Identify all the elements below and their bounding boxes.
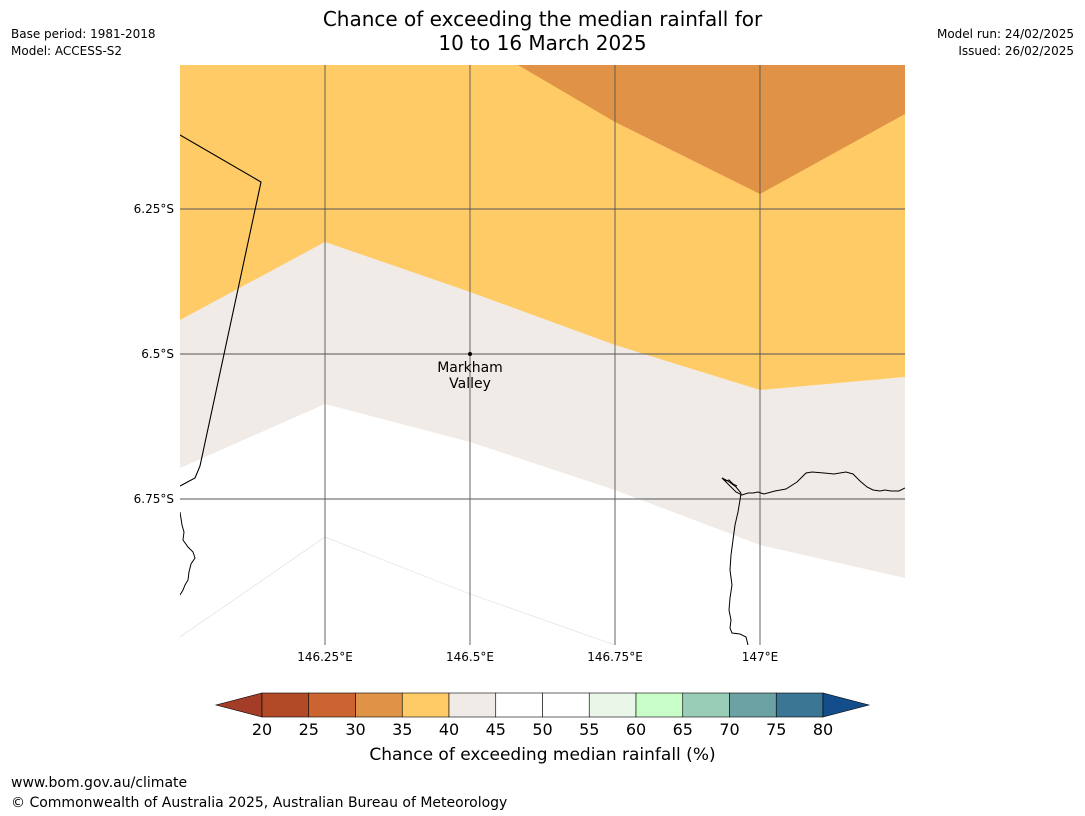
colorbar-label: Chance of exceeding median rainfall (%) [369, 745, 716, 765]
footer-copyright: © Commonwealth of Australia 2025, Austra… [11, 795, 508, 811]
coastline-east-inlet [721, 477, 738, 487]
footer-url[interactable]: www.bom.gov.au/climate [11, 775, 188, 791]
coastline-west [180, 511, 196, 596]
meta-left: Base period: 1981-2018 Model: ACCESS-S2 [11, 26, 156, 60]
colorbar-segment-40-45 [448, 692, 497, 718]
colorbar-tick-45: 45 [485, 720, 506, 739]
colorbar-tick-75: 75 [766, 720, 787, 739]
map-title: Chance of exceeding the median rainfall … [0, 7, 1085, 55]
place-name-line-2: Valley [449, 376, 491, 392]
colorbar-segment-30-35 [355, 692, 403, 718]
place-label: Markham Valley [410, 360, 530, 392]
colorbar-segment-20-25 [261, 692, 310, 718]
place-marker[interactable] [468, 352, 472, 356]
base-period: Base period: 1981-2018 [11, 27, 156, 41]
colorbar-segment-65-70 [682, 692, 730, 718]
colorbar-tick-80: 80 [812, 720, 834, 739]
model-name: Model: ACCESS-S2 [11, 44, 123, 58]
colorbar-segment-70-75 [729, 692, 777, 718]
colorbar-tick-35: 35 [392, 720, 413, 739]
model-run: Model run: 24/02/2025 [936, 27, 1074, 41]
colorbar-segment-50-55 [542, 692, 590, 718]
coastline-east [721, 471, 905, 645]
colorbar-tick-70: 70 [719, 720, 740, 739]
colorbar-tick-20: 20 [251, 720, 273, 739]
lon-label-147: 147°E [741, 650, 779, 664]
colorbar-tick-65: 65 [672, 720, 693, 739]
lon-label-146-75: 146.75°E [587, 650, 643, 664]
colorbar-extend-high [822, 692, 871, 718]
colorbar-tick-25: 25 [298, 720, 319, 739]
meta-right: Model run: 24/02/2025 Issued: 26/02/2025 [937, 26, 1074, 60]
issued-date: Issued: 26/02/2025 [958, 44, 1074, 58]
colorbar-segment-55-60 [588, 692, 637, 718]
colorbar-tick-30: 30 [345, 720, 366, 739]
lon-label-146-5: 146.5°E [446, 650, 494, 664]
zone-40-45 [180, 242, 905, 578]
colorbar-extend-low [214, 692, 263, 718]
colorbar-segment-45-50 [495, 692, 543, 718]
colorbar-segment-35-40 [401, 692, 450, 718]
lon-label-146-25: 146.25°E [297, 650, 353, 664]
colorbar-segment-75-80 [775, 692, 824, 718]
colorbar-tick-60: 60 [625, 720, 647, 739]
colorbar-segment-25-30 [308, 692, 356, 718]
colorbar-tick-40: 40 [438, 720, 460, 739]
lat-label-6-75: 6.75°S [133, 492, 174, 506]
colorbar-tick-55: 55 [579, 720, 600, 739]
colorbar-tick-50: 50 [532, 720, 553, 739]
place-name-line-1: Markham [437, 360, 503, 376]
title-line-1: Chance of exceeding the median rainfall … [322, 7, 763, 31]
lat-label-6-25: 6.25°S [133, 202, 174, 216]
lat-label-6-5: 6.5°S [141, 347, 174, 361]
border-line [180, 134, 262, 487]
colorbar-segment-60-65 [635, 692, 684, 718]
title-line-2: 10 to 16 March 2025 [438, 31, 647, 55]
contour-line [180, 536, 616, 645]
